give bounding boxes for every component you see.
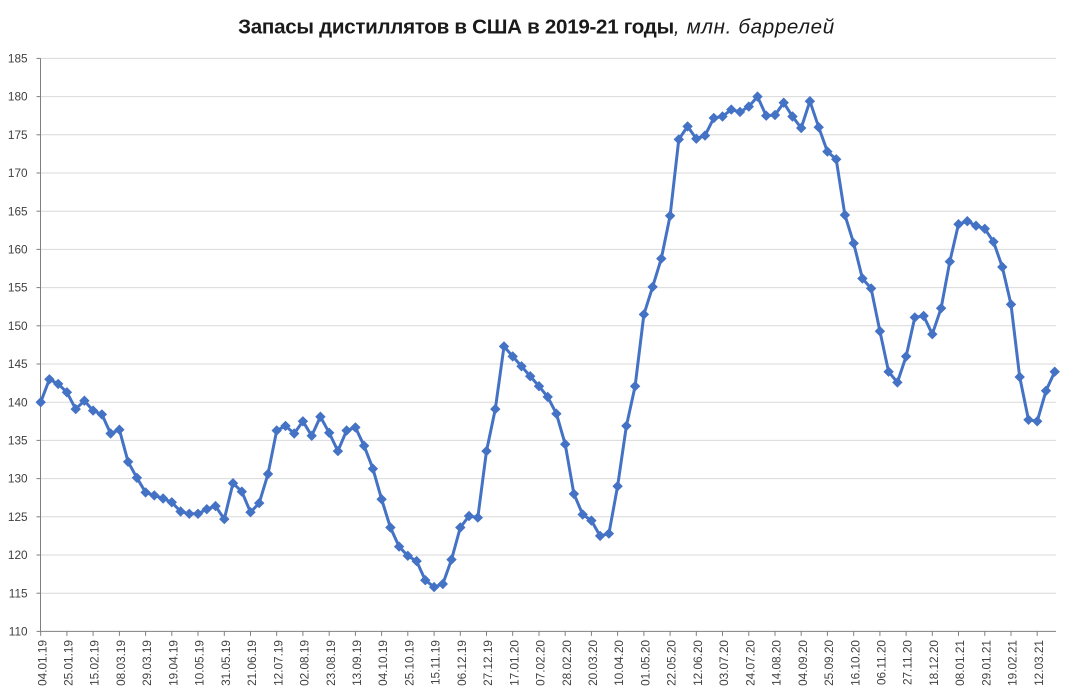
svg-text:06.11.20: 06.11.20 [875, 640, 889, 685]
svg-text:20.03.20: 20.03.20 [586, 640, 600, 686]
svg-text:25.10.19: 25.10.19 [402, 640, 416, 686]
svg-text:170: 170 [8, 166, 28, 180]
svg-text:07.02.20: 07.02.20 [534, 640, 548, 686]
svg-text:15.11.19: 15.11.19 [429, 640, 443, 685]
svg-text:150: 150 [8, 319, 28, 333]
svg-text:22.05.20: 22.05.20 [665, 640, 679, 686]
svg-text:04.01.19: 04.01.19 [35, 640, 49, 686]
svg-text:Запасы дистиллятов в США в 201: Запасы дистиллятов в США в 2019-21 годы,… [238, 16, 835, 39]
svg-text:27.11.20: 27.11.20 [901, 640, 915, 685]
svg-text:06.12.19: 06.12.19 [455, 640, 469, 686]
svg-text:12.03.21: 12.03.21 [1032, 640, 1046, 686]
svg-text:19.02.21: 19.02.21 [1006, 640, 1020, 686]
svg-text:28.02.20: 28.02.20 [560, 640, 574, 686]
svg-text:19.04.19: 19.04.19 [166, 640, 180, 686]
svg-text:12.06.20: 12.06.20 [691, 640, 705, 686]
svg-text:01.05.20: 01.05.20 [639, 640, 653, 686]
svg-text:15.02.19: 15.02.19 [88, 640, 102, 686]
svg-text:140: 140 [8, 395, 28, 409]
svg-text:24.07.20: 24.07.20 [743, 640, 757, 686]
svg-text:120: 120 [8, 548, 28, 562]
svg-text:12.07.19: 12.07.19 [271, 640, 285, 686]
svg-text:18.12.20: 18.12.20 [927, 640, 941, 686]
svg-text:180: 180 [8, 90, 28, 104]
svg-text:175: 175 [8, 128, 28, 142]
svg-text:21.06.19: 21.06.19 [245, 640, 259, 686]
svg-text:130: 130 [8, 472, 28, 486]
svg-text:08.03.19: 08.03.19 [114, 640, 128, 686]
svg-text:185: 185 [8, 52, 28, 66]
svg-text:10.05.19: 10.05.19 [193, 640, 207, 686]
svg-text:155: 155 [8, 281, 28, 295]
svg-text:115: 115 [9, 586, 28, 600]
svg-text:08.01.21: 08.01.21 [953, 640, 967, 686]
svg-text:165: 165 [8, 204, 28, 218]
svg-text:31.05.19: 31.05.19 [219, 640, 233, 686]
svg-text:04.10.19: 04.10.19 [376, 640, 390, 686]
svg-text:13.09.19: 13.09.19 [350, 640, 364, 686]
svg-text:02.08.19: 02.08.19 [298, 640, 312, 686]
svg-text:25.01.19: 25.01.19 [62, 640, 76, 686]
svg-text:16.10.20: 16.10.20 [848, 640, 862, 686]
svg-text:160: 160 [8, 243, 28, 257]
svg-text:17.01.20: 17.01.20 [507, 640, 521, 686]
svg-text:03.07.20: 03.07.20 [717, 640, 731, 686]
svg-text:10.04.20: 10.04.20 [612, 640, 626, 686]
svg-text:125: 125 [8, 510, 28, 524]
svg-text:135: 135 [8, 434, 28, 448]
svg-text:23.08.19: 23.08.19 [324, 640, 338, 686]
svg-text:27.12.19: 27.12.19 [481, 640, 495, 686]
svg-text:14.08.20: 14.08.20 [770, 640, 784, 686]
svg-text:145: 145 [8, 357, 28, 371]
svg-text:04.09.20: 04.09.20 [796, 640, 810, 686]
svg-text:25.09.20: 25.09.20 [822, 640, 836, 686]
svg-text:29.03.19: 29.03.19 [140, 640, 154, 686]
svg-text:29.01.21: 29.01.21 [979, 640, 993, 686]
svg-text:110: 110 [9, 625, 28, 639]
